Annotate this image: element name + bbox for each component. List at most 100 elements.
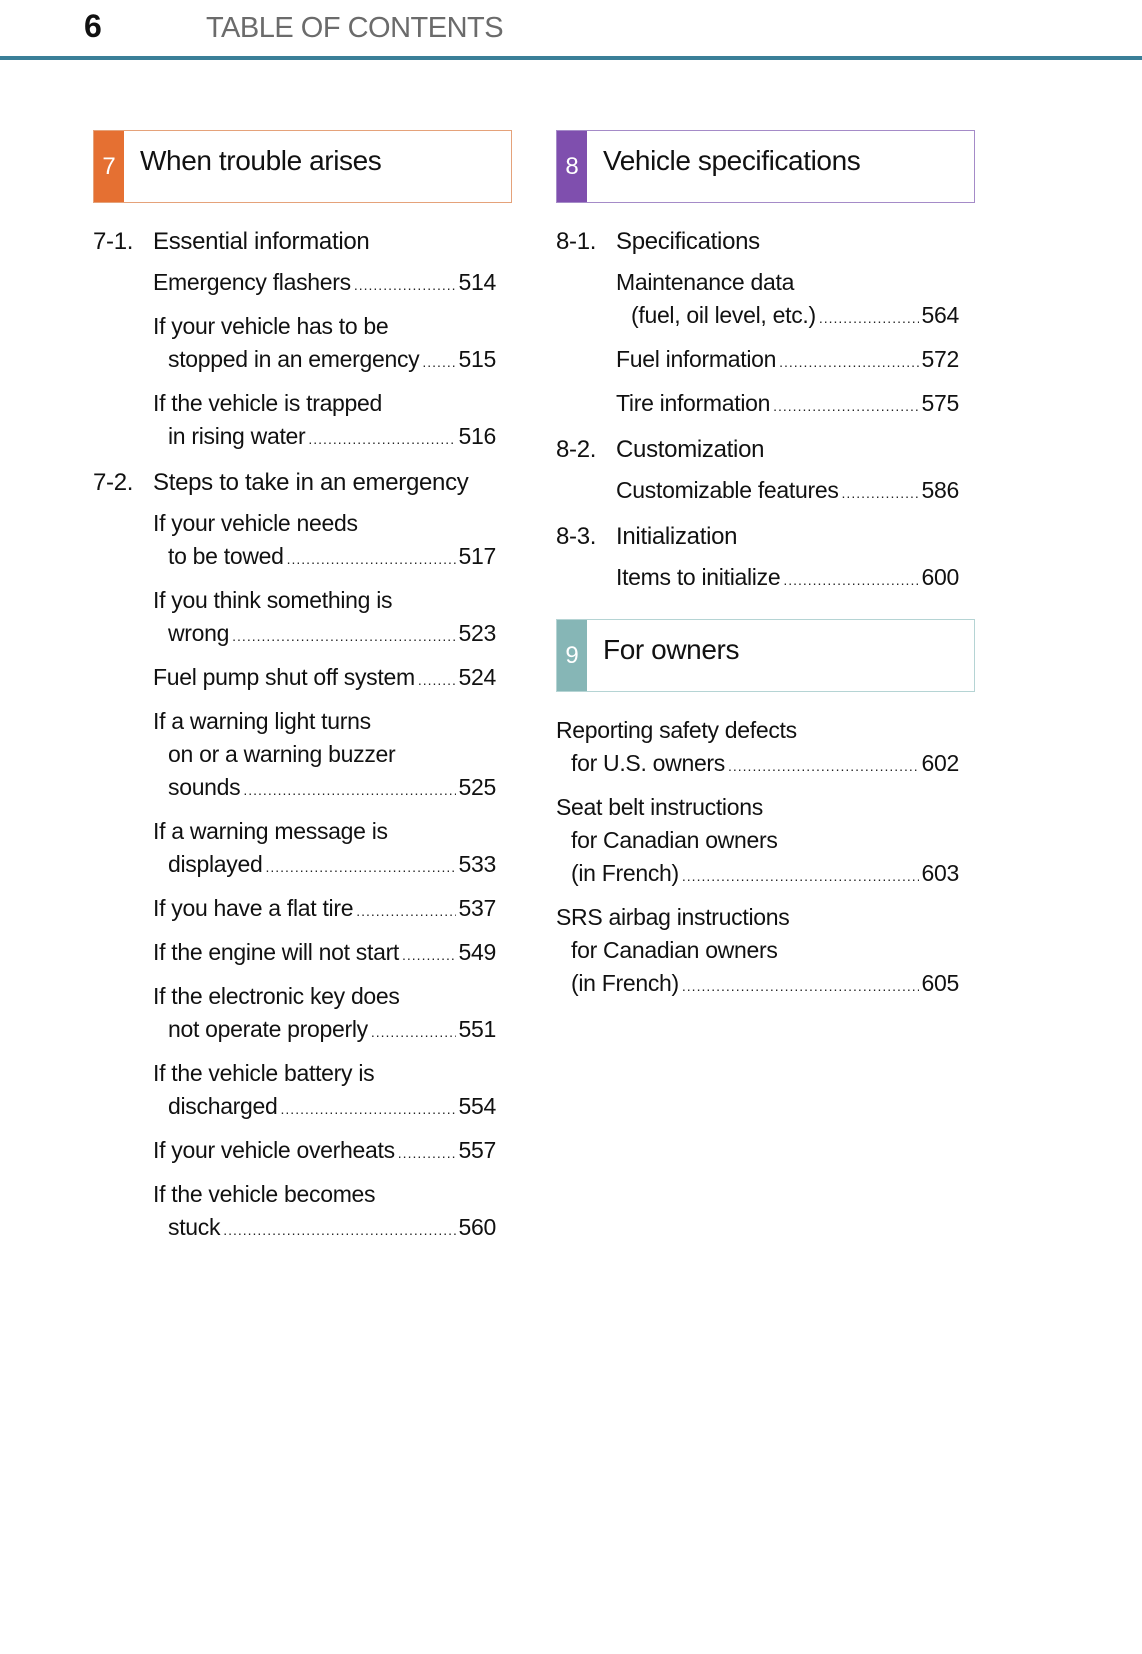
toc-entry[interactable]: Fuel pump shut off system 524 bbox=[93, 661, 496, 697]
page-ref[interactable]: 605 bbox=[921, 970, 960, 996]
toc-entry[interactable]: If your vehicle has to be stopped in an e… bbox=[93, 310, 496, 379]
dot-leader bbox=[398, 1137, 456, 1170]
toc-entry[interactable]: If a warning light turns on or a warning … bbox=[93, 705, 496, 807]
subsection-title: Initialization bbox=[616, 523, 738, 550]
toc-entry[interactable]: Maintenance data (fuel, oil level, etc.) 5… bbox=[556, 266, 959, 335]
entry-text: If your vehicle has to be bbox=[153, 313, 389, 339]
page-ref[interactable]: 516 bbox=[458, 423, 497, 449]
dot-leader bbox=[308, 423, 455, 456]
entry-line: displayed 533 bbox=[153, 848, 496, 884]
page-ref[interactable]: 523 bbox=[458, 620, 497, 646]
toc-entry[interactable]: Items to initialize 600 bbox=[556, 561, 959, 597]
entry-text: If the vehicle is trapped bbox=[153, 390, 383, 416]
subsection-heading: 7-2. Steps to take in an emergency bbox=[93, 466, 496, 499]
toc-entry[interactable]: If your vehicle overheats 557 bbox=[93, 1134, 496, 1170]
toc-entry[interactable]: If a warning message is displayed 533 bbox=[93, 815, 496, 884]
entry-line: Emergency flashers 514 bbox=[153, 266, 496, 302]
toc-entry[interactable]: If the electronic key does not operate pr… bbox=[93, 980, 496, 1049]
page-ref[interactable]: 514 bbox=[458, 269, 497, 295]
entry-line: on or a warning buzzer bbox=[153, 738, 496, 771]
entry-text: Fuel pump shut off system bbox=[153, 664, 415, 690]
page-ref[interactable]: 572 bbox=[921, 346, 960, 372]
dot-leader bbox=[265, 851, 455, 884]
subsection-number: 8-3. bbox=[556, 523, 597, 550]
toc-entry[interactable]: If the vehicle battery is discharged 554 bbox=[93, 1057, 496, 1126]
subsection-title: Specifications bbox=[616, 228, 760, 255]
entry-line: Seat belt instructions bbox=[556, 791, 959, 824]
entry-text: for U.S. owners bbox=[571, 750, 725, 776]
toc-entry[interactable]: SRS airbag instructions for Canadian owne… bbox=[556, 901, 959, 1003]
section-7-header[interactable]: 7 When trouble arises bbox=[93, 130, 512, 203]
page-ref[interactable]: 515 bbox=[458, 346, 497, 372]
toc-entry[interactable]: If your vehicle needs to be towed 517 bbox=[93, 507, 496, 576]
section-number: 9 bbox=[557, 620, 587, 691]
page-ref[interactable]: 554 bbox=[458, 1093, 497, 1119]
toc-entry[interactable]: Fuel information 572 bbox=[556, 343, 959, 379]
entry-line: If the engine will not start 549 bbox=[153, 936, 496, 972]
dot-leader bbox=[402, 939, 456, 972]
page-ref[interactable]: 551 bbox=[458, 1016, 497, 1042]
right-column: 8 Vehicle specifications 8-1. Specificati… bbox=[556, 130, 975, 1003]
entry-text: on or a warning buzzer bbox=[168, 741, 396, 767]
header-rule bbox=[0, 56, 1142, 60]
section-9-header[interactable]: 9 For owners bbox=[556, 619, 975, 692]
entry-text: If a warning message is bbox=[153, 818, 388, 844]
entry-line: Fuel information 572 bbox=[616, 343, 959, 379]
subsection-heading: 8-1. Specifications bbox=[556, 225, 959, 258]
page-ref[interactable]: 564 bbox=[921, 302, 960, 328]
page-ref[interactable]: 525 bbox=[458, 774, 497, 800]
page-ref[interactable]: 560 bbox=[458, 1214, 497, 1240]
toc-entry[interactable]: If the vehicle is trapped in rising water… bbox=[93, 387, 496, 456]
entry-line: If the electronic key does bbox=[153, 980, 496, 1013]
dot-leader bbox=[371, 1016, 456, 1049]
page-ref[interactable]: 603 bbox=[921, 860, 960, 886]
entry-line: sounds 525 bbox=[153, 771, 496, 807]
entry-text: (fuel, oil level, etc.) bbox=[631, 302, 816, 328]
dot-leader bbox=[422, 346, 455, 379]
entry-text: wrong bbox=[168, 620, 230, 646]
page-ref[interactable]: 533 bbox=[458, 851, 497, 877]
entry-text: for Canadian owners bbox=[571, 827, 778, 853]
section-8-header[interactable]: 8 Vehicle specifications bbox=[556, 130, 975, 203]
toc-entry[interactable]: Reporting safety defects for U.S. owners 6… bbox=[556, 714, 959, 783]
toc-entry[interactable]: Emergency flashers 514 bbox=[93, 266, 496, 302]
entry-text: Seat belt instructions bbox=[556, 794, 763, 820]
page-ref[interactable]: 586 bbox=[921, 477, 960, 503]
page-ref[interactable]: 557 bbox=[458, 1137, 497, 1163]
entry-text: not operate properly bbox=[168, 1016, 368, 1042]
page-ref[interactable]: 600 bbox=[921, 564, 960, 590]
toc-entry[interactable]: Seat belt instructions for Canadian owner… bbox=[556, 791, 959, 893]
entry-text: discharged bbox=[168, 1093, 278, 1119]
entry-line: If your vehicle needs bbox=[153, 507, 496, 540]
entry-line: Items to initialize 600 bbox=[616, 561, 959, 597]
subsection-heading: 7-1. Essential information bbox=[93, 225, 496, 258]
entry-text: displayed bbox=[168, 851, 263, 877]
page-ref[interactable]: 602 bbox=[921, 750, 960, 776]
page-ref[interactable]: 524 bbox=[458, 664, 497, 690]
subsection-number: 8-1. bbox=[556, 228, 597, 255]
entry-text: Fuel information bbox=[616, 346, 777, 372]
entry-line: If your vehicle overheats 557 bbox=[153, 1134, 496, 1170]
running-header: TABLE OF CONTENTS bbox=[206, 12, 504, 44]
dot-leader bbox=[779, 346, 918, 379]
toc-entry[interactable]: If the vehicle becomes stuck 560 bbox=[93, 1178, 496, 1247]
page-ref[interactable]: 549 bbox=[458, 939, 497, 965]
dot-leader bbox=[232, 620, 455, 653]
entry-line: (fuel, oil level, etc.) 564 bbox=[616, 299, 959, 335]
toc-entry[interactable]: If the engine will not start 549 bbox=[93, 936, 496, 972]
toc-entry[interactable]: If you have a flat tire 537 bbox=[93, 892, 496, 928]
toc-entry[interactable]: Tire information 575 bbox=[556, 387, 959, 423]
dot-leader bbox=[287, 543, 456, 576]
entry-text: in rising water bbox=[168, 423, 306, 449]
page-ref[interactable]: 517 bbox=[458, 543, 497, 569]
entry-text: If the engine will not start bbox=[153, 939, 400, 965]
page-ref[interactable]: 537 bbox=[458, 895, 497, 921]
entry-text: Items to initialize bbox=[616, 564, 781, 590]
entry-line: Fuel pump shut off system 524 bbox=[153, 661, 496, 697]
dot-leader bbox=[773, 390, 918, 423]
entry-line: (in French) 603 bbox=[556, 857, 959, 893]
entry-text: If your vehicle overheats bbox=[153, 1137, 395, 1163]
page-ref[interactable]: 575 bbox=[921, 390, 960, 416]
toc-entry[interactable]: Customizable features 586 bbox=[556, 474, 959, 510]
toc-entry[interactable]: If you think something is wrong 523 bbox=[93, 584, 496, 653]
